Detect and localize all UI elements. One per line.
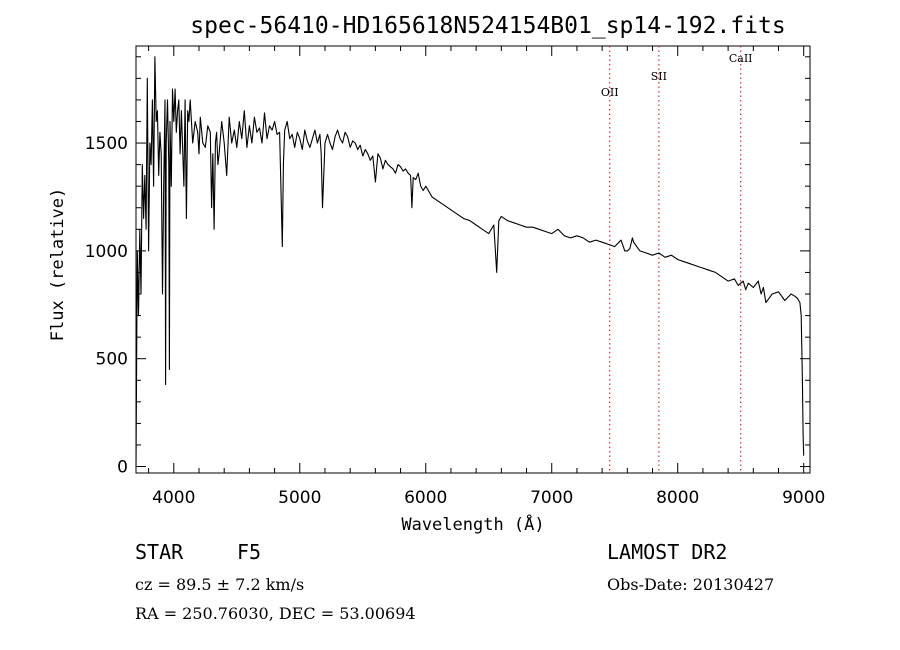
x-tick-label: 7000	[530, 488, 573, 508]
x-tick-label: 8000	[656, 488, 699, 508]
coordinates: RA = 250.76030, DEC = 53.00694	[135, 604, 416, 623]
spectral-line-label: OII	[601, 86, 619, 99]
spectral-line-label: SII	[651, 70, 667, 83]
x-axis-label: Wavelength (Å)	[401, 513, 544, 535]
y-tick-label: 0	[117, 458, 128, 478]
redshift-text: cz = 89.5 ± 7.2 km/s	[135, 575, 305, 594]
subclass: F5	[237, 540, 262, 564]
plot-frame	[135, 45, 811, 474]
y-axis-label: Flux (relative)	[48, 188, 68, 342]
y-tick-label: 1000	[85, 242, 128, 262]
y-tick-label: 1500	[85, 134, 128, 154]
x-tick-label: 9000	[782, 488, 825, 508]
spectrum-line	[135, 56, 805, 467]
spectral-line-label: CaII	[729, 52, 753, 65]
x-tick-label: 4000	[152, 488, 195, 508]
x-tick-label: 6000	[404, 488, 447, 508]
chart-title: spec-56410-HD165618N524154B01_sp14-192.f…	[190, 13, 785, 39]
object-class: STAR	[135, 540, 184, 564]
y-tick-label: 500	[96, 350, 128, 370]
x-tick-label: 5000	[278, 488, 321, 508]
survey-name: LAMOST DR2	[607, 540, 728, 564]
obs-date: Obs-Date: 20130427	[607, 575, 775, 594]
